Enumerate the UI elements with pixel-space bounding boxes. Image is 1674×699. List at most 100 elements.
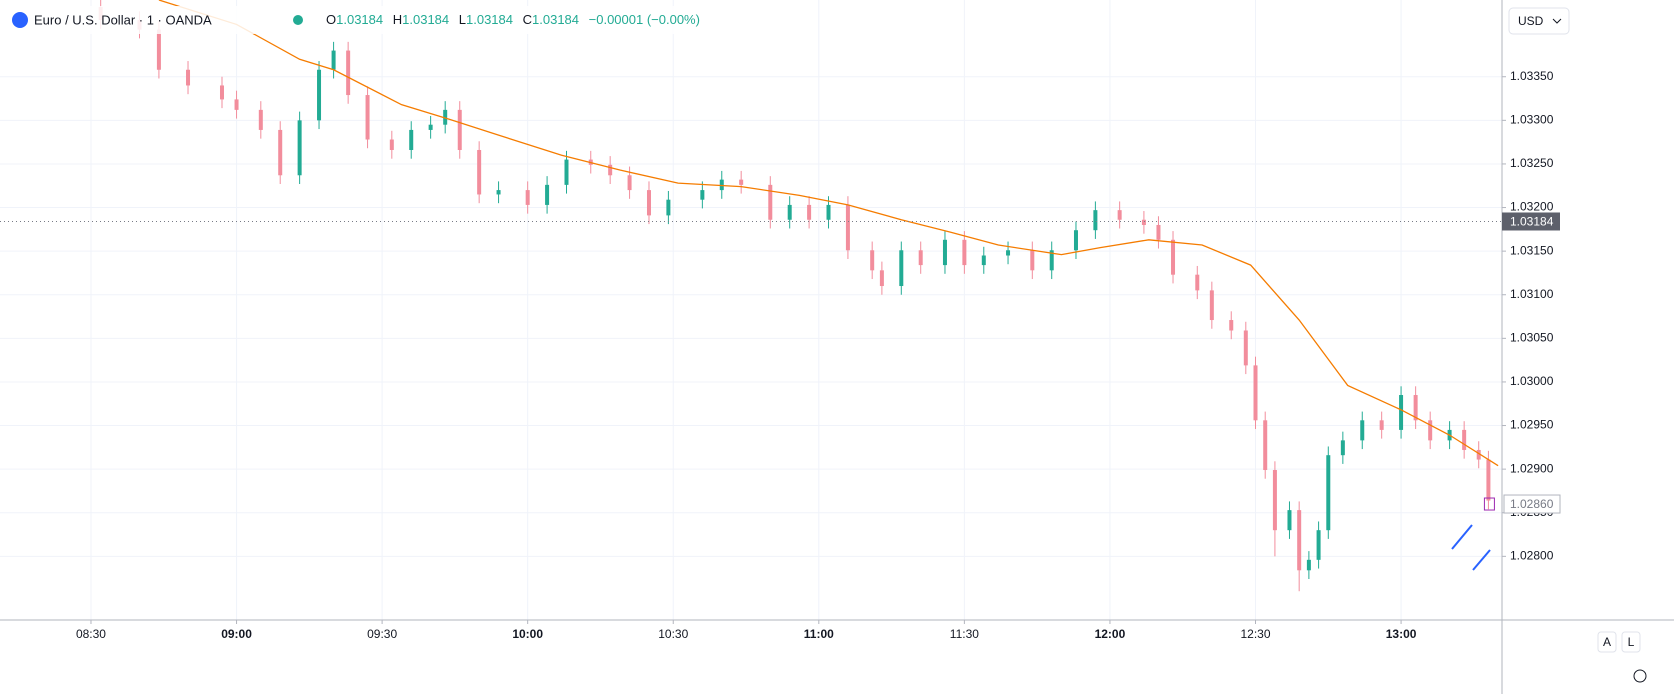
h-label: H	[393, 12, 402, 27]
y-tick-label: 1.02950	[1510, 418, 1554, 432]
candle-body	[918, 250, 923, 266]
x-tick-label: 09:30	[367, 627, 397, 641]
candle-body	[186, 69, 191, 86]
candle-body	[845, 204, 850, 251]
candle-body	[278, 129, 283, 176]
candle-body	[1156, 224, 1161, 240]
candle-body	[331, 50, 336, 70]
candle-body	[1379, 420, 1384, 430]
candle-body	[1093, 210, 1098, 231]
y-tick-label: 1.03150	[1510, 243, 1554, 257]
auto-label[interactable]: A	[1603, 635, 1611, 649]
candle-body	[768, 184, 773, 220]
y-tick-label: 1.02800	[1510, 549, 1554, 563]
candle-body	[1326, 455, 1331, 531]
header-bg	[0, 6, 720, 34]
candle-body	[409, 129, 414, 150]
candle-body	[1209, 290, 1214, 321]
candle-body	[297, 120, 302, 176]
o-value: 1.03184	[336, 12, 383, 27]
x-tick-label: 11:30	[950, 627, 979, 641]
drawing-stroke	[1472, 549, 1491, 571]
x-tick-label: 10:00	[512, 627, 543, 641]
candle-body	[1316, 530, 1321, 560]
log-button[interactable]	[1621, 631, 1641, 653]
symbol-icon	[12, 12, 28, 28]
candle-body	[219, 85, 224, 100]
candle-body	[870, 250, 875, 271]
log-label[interactable]: L	[1628, 635, 1635, 649]
x-tick-label: 10:30	[658, 627, 688, 641]
y-tick-label: 1.03350	[1510, 69, 1554, 83]
candle-body	[1399, 395, 1404, 430]
currency[interactable]: USD	[1518, 14, 1544, 28]
candle-body	[1476, 449, 1481, 460]
candle-body	[700, 190, 705, 200]
y-tick-label: 1.02900	[1510, 461, 1554, 475]
y-tick-label: 1.03100	[1510, 287, 1554, 301]
candle-body	[608, 164, 613, 176]
candle-body	[1360, 420, 1365, 441]
y-tick-label: 1.03300	[1510, 113, 1554, 127]
candle-body	[1287, 510, 1292, 531]
candle-body	[365, 95, 370, 140]
candle-body	[1049, 250, 1054, 271]
candle-body	[1462, 429, 1467, 450]
ohlc: O1.03184 H1.03184 L1.03184 C1.03184 −0.0…	[326, 12, 700, 27]
moving-average	[158, 0, 1499, 467]
x-tick-label: 11:00	[804, 627, 834, 641]
candle-body	[1006, 250, 1011, 256]
candle-body	[787, 204, 792, 220]
o-label: O	[326, 12, 336, 27]
candle-body	[826, 204, 831, 220]
x-tick-label: 12:00	[1095, 627, 1126, 641]
candle-body	[807, 204, 812, 220]
h-value: 1.03184	[402, 12, 449, 27]
symbol[interactable]: Euro / U.S. Dollar · 1 · OANDA	[34, 12, 212, 27]
dropdown-icon	[1552, 18, 1562, 24]
candle-body	[942, 239, 947, 266]
x-tick-label: 13:00	[1386, 627, 1417, 641]
candle-body	[879, 270, 884, 287]
cursor-price-box	[1503, 494, 1561, 514]
header: Euro / U.S. Dollar · 1 · OANDA O1.03184 …	[0, 6, 720, 34]
candle-body	[1253, 365, 1258, 421]
candle-body	[1297, 510, 1302, 571]
candle-body	[564, 159, 569, 185]
grid	[0, 0, 1502, 620]
y-tick-label: 1.03000	[1510, 374, 1554, 388]
candle-body	[496, 190, 501, 195]
candle-body	[156, 29, 161, 70]
candle-body	[981, 255, 986, 266]
candle-body	[428, 124, 433, 130]
x-tick-label: 12:30	[1240, 627, 1270, 641]
candle-body	[1243, 330, 1248, 366]
auto-button[interactable]	[1597, 631, 1617, 653]
candle-body	[443, 109, 448, 125]
candle-body	[1195, 274, 1200, 291]
status-dot	[293, 15, 303, 25]
candle-body	[1171, 239, 1176, 275]
settings-icon[interactable]	[1633, 669, 1647, 683]
candle-body	[1117, 210, 1122, 220]
y-tick-label: 1.03050	[1510, 331, 1554, 345]
currency-button[interactable]	[1508, 7, 1570, 35]
candle-body	[1428, 420, 1433, 441]
candle-body	[525, 190, 530, 205]
candle-body	[457, 109, 462, 150]
candle-body	[1030, 250, 1035, 271]
candle-body	[899, 250, 904, 287]
candle-body	[739, 179, 744, 185]
candle-body	[258, 109, 263, 130]
candle-body	[1229, 320, 1234, 331]
candle-body	[317, 69, 322, 121]
candle-body	[719, 179, 724, 191]
l-value: 1.03184	[466, 12, 513, 27]
candle-body	[1263, 420, 1268, 471]
candle-body	[646, 190, 651, 216]
y-tick-label: 1.03250	[1510, 156, 1554, 170]
c-label: C	[523, 12, 532, 27]
candle-body	[1073, 230, 1078, 251]
candle-body	[1141, 219, 1146, 225]
